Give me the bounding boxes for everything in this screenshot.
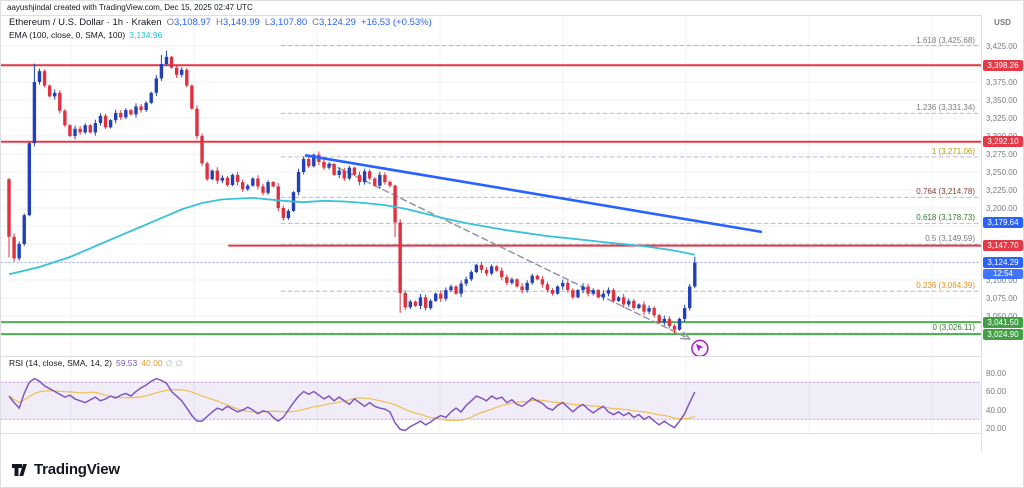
- bottom-toolbar: TradingView: [1, 451, 1023, 487]
- tradingview-logo[interactable]: TradingView: [11, 461, 120, 478]
- symbol-header: Ethereum / U.S. Dollar · 1h · Kraken O3,1…: [9, 17, 432, 28]
- ohlc-key: O: [166, 17, 174, 28]
- rsi-axis-label: 20.00: [986, 424, 1007, 433]
- currency-label: USD: [994, 18, 1011, 27]
- empty-set-icon: ∅: [165, 359, 173, 368]
- pane-divider[interactable]: [1, 356, 1023, 357]
- rsi-axis-label: 60.00: [986, 387, 1007, 396]
- rsi-legend[interactable]: RSI (14, close, SMA, 14, 2) 59.53 40.00 ∅ ∅: [9, 358, 182, 368]
- price-change: +16.53 (+0.53%): [360, 17, 432, 28]
- price-badge: 3,024.90: [983, 328, 1023, 340]
- price-axis-label: 3,375.00: [986, 77, 1018, 87]
- price-axis-label: 3,225.00: [986, 185, 1018, 195]
- tradingview-logo-icon: [12, 463, 27, 476]
- price-axis-label: 3,350.00: [986, 95, 1018, 105]
- ohlc-value: 3,124.29: [318, 17, 356, 28]
- ohlc-key: C: [312, 17, 319, 28]
- countdown-badge: 12:54: [983, 268, 1023, 279]
- fib-level-label: 0.236 (3,084.39): [916, 281, 975, 291]
- header-divider: [1, 15, 1023, 16]
- price-badge: 3,292.10: [983, 136, 1023, 148]
- rsi-value: 59.53: [115, 358, 138, 368]
- price-badge: 3,147.70: [983, 240, 1023, 252]
- price-axis-label: 3,250.00: [986, 167, 1018, 177]
- ohlc-key: L: [264, 17, 271, 28]
- price-axis[interactable]: [981, 15, 1023, 451]
- ohlc-value: 3,108.97: [173, 17, 211, 28]
- price-axis-label: 3,050.00: [986, 312, 1017, 321]
- fib-level-label: 1 (3,271.06): [931, 146, 975, 156]
- price-badge: 3,124.29: [983, 257, 1023, 268]
- time-axis-divider: [1, 433, 1023, 434]
- ema-label: EMA (100, close, 0, SMA, 100): [9, 30, 126, 40]
- price-badge: 3,041.50: [983, 316, 1023, 328]
- fib-level-label: 0.764 (3,214.78): [916, 187, 975, 197]
- fib-level-label: 0.5 (3,149.59): [925, 234, 975, 244]
- price-axis-label: 3,075.00: [986, 293, 1018, 303]
- fib-level-label: 1.236 (3,331.34): [916, 103, 975, 113]
- attribution-text: aayushjindal created with TradingView.co…: [7, 3, 253, 12]
- time-axis[interactable]: 1011121314151617: [1, 433, 981, 451]
- price-axis-label: 3,275.00: [986, 149, 1018, 159]
- price-axis-label: 3,300.00: [986, 132, 1017, 141]
- rsi-label: RSI (14, close, SMA, 14, 2): [9, 358, 112, 368]
- price-axis-label: 3,425.00: [986, 41, 1018, 51]
- ohlc-value: 3,107.80: [270, 17, 308, 28]
- ohlc-values: O3,108.97 H3,149.99 L3,107.80 C3,124.29 +16.…: [162, 17, 432, 28]
- ema-value: 3,134.96: [129, 30, 163, 40]
- rsi-ma-value: 40.00: [141, 358, 163, 368]
- price-badge: 3,179.64: [983, 217, 1023, 229]
- price-axis-label: 3,325.00: [986, 113, 1018, 123]
- symbol-title[interactable]: Ethereum / U.S. Dollar · 1h · Kraken: [9, 17, 162, 28]
- price-badge: 3,398.26: [983, 59, 1023, 71]
- price-axis-label: 3,200.00: [986, 203, 1018, 213]
- ohlc-key: H: [215, 17, 223, 28]
- rsi-axis-label: 40.00: [986, 405, 1007, 415]
- tradingview-logo-text: TradingView: [34, 460, 120, 478]
- ohlc-value: 3,149.99: [222, 17, 260, 28]
- fib-level-label: 0.618 (3,178.73): [916, 213, 975, 223]
- fib-level-label: 0 (3,026.11): [932, 323, 975, 333]
- ema-legend[interactable]: EMA (100, close, 0, SMA, 100) 3,134.96: [9, 30, 162, 40]
- rsi-axis-label: 80.00: [986, 368, 1007, 378]
- price-axis-label: 3,100.00: [986, 275, 1018, 285]
- empty-set-icon: ∅: [175, 359, 183, 368]
- fib-level-label: 1.618 (3,425.68): [916, 35, 975, 45]
